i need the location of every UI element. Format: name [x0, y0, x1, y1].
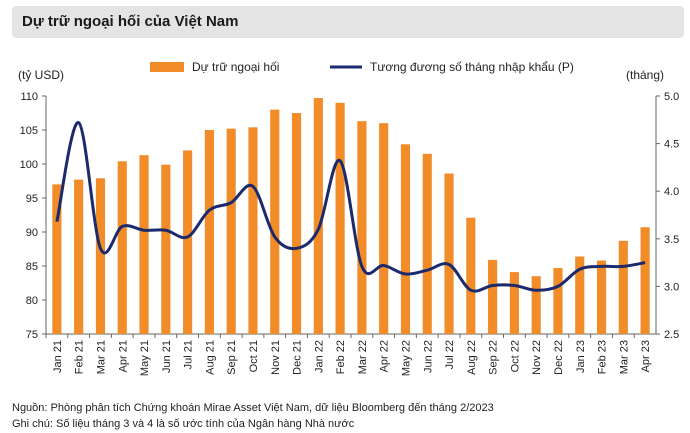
bar: [488, 259, 498, 334]
left-tick-label: 95: [26, 193, 38, 205]
left-tick-label: 85: [26, 261, 38, 273]
x-tick-label: Apr 22: [379, 340, 391, 372]
bar: [74, 179, 84, 334]
right-tick-label: 3.5: [664, 234, 679, 246]
bar: [444, 173, 454, 334]
left-tick-label: 110: [20, 91, 38, 103]
bar: [139, 155, 149, 334]
bar: [117, 161, 127, 334]
bar: [313, 98, 323, 334]
bar: [248, 127, 258, 334]
x-tick-label: Jul 22: [444, 340, 456, 369]
bar: [531, 276, 541, 334]
legend: Dự trữ ngoại hối Tương đương số tháng nh…: [150, 60, 574, 74]
x-tick-label: Jan 22: [313, 340, 325, 373]
bar: [95, 178, 106, 334]
x-tick-label: Oct 21: [248, 340, 260, 372]
right-tick-label: 3.0: [664, 281, 679, 293]
bar: [422, 153, 432, 334]
bar: [357, 121, 367, 334]
left-tick-label: 90: [26, 227, 38, 239]
bar: [553, 268, 563, 334]
right-tick-label: 4.0: [664, 186, 679, 198]
right-axis-label: (tháng): [626, 68, 664, 82]
bar: [52, 184, 62, 334]
bar: [379, 123, 389, 334]
left-tick-label: 100: [20, 159, 38, 171]
left-tick-label: 105: [20, 125, 38, 137]
x-tick-label: Jun 21: [161, 340, 173, 373]
left-axis-label: (tỷ USD): [18, 68, 64, 82]
bar-series: [52, 98, 650, 334]
x-tick-label: Apr 23: [640, 340, 652, 372]
bar: [270, 109, 280, 334]
bar: [509, 272, 519, 334]
right-tick-label: 2.5: [664, 329, 679, 341]
x-tick-label: Feb 22: [335, 340, 347, 374]
source-note: Nguồn: Phòng phân tích Chứng khoán Mirae…: [12, 402, 494, 414]
x-tick-label: Mar 23: [618, 340, 630, 374]
chart-title-bar: Dự trữ ngoại hối của Việt Nam: [12, 6, 684, 38]
x-tick-label: Nov 22: [531, 340, 543, 375]
right-tick-label: 4.5: [664, 139, 679, 151]
chart-axes: 75 80 85 90 95 100 105 110 2.5 3.0 3.5 4.0 4.5 5.0 Jan…: [20, 91, 680, 376]
x-tick-label: Dec 21: [292, 340, 304, 375]
x-tick-label: Jan 21: [52, 340, 64, 373]
left-tick-label: 75: [26, 329, 38, 341]
x-tick-label: Apr 21: [117, 340, 129, 372]
x-tick-label: Aug 22: [466, 340, 478, 375]
bar: [618, 240, 628, 334]
x-tick-label: Oct 22: [509, 340, 521, 372]
bar: [466, 217, 476, 334]
x-tick-label: Feb 23: [597, 340, 609, 374]
legend-bar-swatch: [150, 62, 184, 72]
bar: [291, 113, 302, 334]
bar: [400, 144, 411, 334]
legend-bar-label: Dự trữ ngoại hối: [192, 60, 279, 74]
x-tick-label: May 21: [139, 340, 151, 376]
chart-title: Dự trữ ngoại hối của Việt Nam: [22, 13, 239, 30]
bar: [204, 130, 214, 334]
x-tick-label: Jul 21: [183, 340, 195, 369]
x-tick-label: Dec 22: [553, 340, 565, 375]
x-tick-label: Mar 21: [95, 340, 107, 374]
x-tick-label: Sep 22: [488, 340, 500, 375]
right-tick-label: 5.0: [664, 91, 679, 103]
bar: [335, 102, 345, 334]
x-tick-label: Feb 21: [74, 340, 86, 374]
line-series: [55, 121, 646, 293]
bar: [596, 260, 607, 334]
legend-line-label: Tương đương số tháng nhập khẩu (P): [370, 60, 574, 74]
bar: [226, 128, 236, 334]
x-tick-label: Mar 22: [357, 340, 369, 374]
bar: [183, 150, 193, 334]
bar: [575, 256, 585, 334]
left-tick-label: 80: [26, 295, 38, 307]
x-tick-label: May 22: [400, 340, 412, 376]
x-tick-label: Jun 22: [422, 340, 434, 373]
x-tick-label: Sep 21: [226, 340, 238, 375]
x-tick-label: Nov 21: [270, 340, 282, 375]
x-tick-label: Aug 21: [204, 340, 216, 375]
footnote: Ghi chú: Số liệu tháng 3 và 4 là số ước …: [12, 418, 355, 430]
bar: [640, 227, 650, 334]
bar: [161, 164, 171, 334]
x-tick-label: Jan 23: [575, 340, 587, 373]
